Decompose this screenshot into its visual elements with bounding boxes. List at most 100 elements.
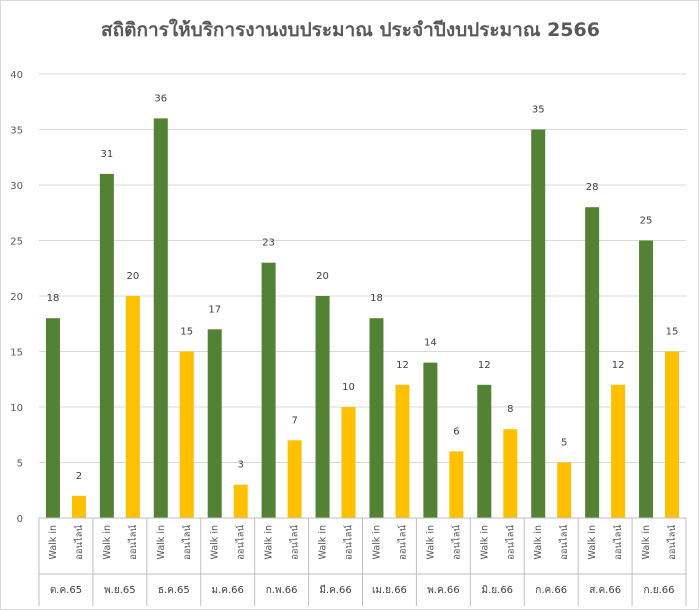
bar-walk-in [45,318,60,518]
data-label: 20 [316,271,329,282]
bar-walk-in [477,384,492,518]
x-subcategory-label: ออนไลน์ [504,524,516,560]
data-label: 15 [180,327,193,338]
x-subcategory-label: Walk in [641,525,652,559]
data-label: 5 [561,438,567,449]
y-tick-label: 10 [10,403,23,414]
y-tick-label: 15 [10,348,23,359]
data-label: 35 [532,105,545,116]
bar-online [665,351,680,518]
x-subcategory-label: Walk in [425,525,436,559]
bar-online [395,384,410,518]
bar-walk-in [423,362,438,518]
bar-walk-in [261,262,276,518]
bar-walk-in [369,318,384,518]
x-subcategory-label: ออนไลน์ [127,524,139,560]
x-group-label: ต.ค.65 [50,585,82,596]
x-subcategory-label: Walk in [156,525,167,559]
bar-walk-in [153,118,168,519]
data-label: 2 [76,471,82,482]
x-subcategory-label: ออนไลน์ [396,524,408,560]
x-subcategory-label: Walk in [533,525,544,559]
x-subcategory-label: Walk in [210,525,221,559]
x-group-label: เม.ย.66 [372,585,407,596]
data-label: 10 [342,382,355,393]
y-tick-label: 25 [10,237,23,248]
data-label: 15 [666,327,679,338]
data-label: 20 [127,271,140,282]
x-subcategory-label: ออนไลน์ [73,524,85,560]
data-label: 18 [47,293,60,304]
x-subcategory-label: Walk in [371,525,382,559]
x-group-label: พ.ย.65 [104,585,136,596]
bar-online [125,296,140,518]
x-group-label: ก.ย.66 [644,585,675,596]
bar-walk-in [531,129,546,518]
data-label: 28 [586,182,599,193]
y-tick-label: 20 [10,292,23,303]
x-subcategory-label: Walk in [264,525,275,559]
x-group-label: มิ.ย.66 [482,585,514,596]
data-label: 3 [238,460,244,471]
x-subcategory-label: Walk in [318,525,329,559]
x-subcategory-label: ออนไลน์ [666,524,678,560]
bar-online [449,451,464,518]
data-label: 18 [370,293,383,304]
bar-online [71,495,86,518]
data-label: 6 [453,426,459,437]
x-group-label: ม.ค.66 [212,585,244,596]
data-label: 8 [507,404,513,415]
bar-online [503,429,518,518]
x-subcategory-label: ออนไลน์ [343,524,355,560]
bar-online [179,351,194,518]
chart-title: สถิติการให้บริการงานงบประมาณ ประจำปีงบปร… [101,19,600,41]
x-subcategory-label: Walk in [587,525,598,559]
bar-walk-in [207,329,222,518]
y-tick-label: 35 [10,126,23,137]
grid-layer [39,73,686,463]
y-tick-label: 30 [10,181,23,192]
x-subcategory-label: ออนไลน์ [235,524,247,560]
data-label: 14 [424,338,437,349]
bar-walk-in [585,207,600,518]
data-label: 36 [154,93,167,104]
bar-online [611,384,626,518]
data-label: 31 [101,149,114,160]
bar-layer [45,118,680,519]
data-label: 7 [291,415,297,426]
bar-online [557,462,572,518]
x-group-label: พ.ค.66 [427,585,459,596]
bar-online [233,484,248,518]
y-tick-label: 40 [10,70,23,81]
data-label: 17 [208,304,221,315]
y-tick-label: 0 [17,514,23,525]
x-subcategory-label: ออนไลน์ [558,524,570,560]
x-subcategory-label: ออนไลน์ [450,524,462,560]
label-layer: 18 2 31 20 36 15 17 3 23 7 20 10 18 12 14 6 12 8 35 5 28 12 25… [47,93,679,481]
data-label: 12 [612,360,625,371]
x-subcategory-label: ออนไลน์ [181,524,193,560]
x-group-label: ก.ค.66 [535,585,567,596]
data-label: 25 [640,216,653,227]
x-subcategory-label: ออนไลน์ [612,524,624,560]
data-label: 23 [262,238,275,249]
data-label: 12 [396,360,409,371]
bar-online [341,407,356,518]
data-label: 12 [478,360,491,371]
bar-walk-in [315,296,330,518]
x-group-label: มี.ค.66 [319,584,351,596]
x-group-label: ก.พ.66 [266,585,298,596]
bar-walk-in [639,240,654,518]
y-tick-label: 5 [17,459,23,470]
x-group-label: ส.ค.66 [589,585,621,596]
x-subcategory-label: Walk in [48,525,59,559]
x-subcategory-label: ออนไลน์ [289,524,301,560]
bar-walk-in [99,173,114,518]
x-subcategory-label: Walk in [479,525,490,559]
x-subcategory-label: Walk in [102,525,113,559]
bar-online [287,440,302,518]
x-group-label: ธ.ค.65 [158,585,190,596]
